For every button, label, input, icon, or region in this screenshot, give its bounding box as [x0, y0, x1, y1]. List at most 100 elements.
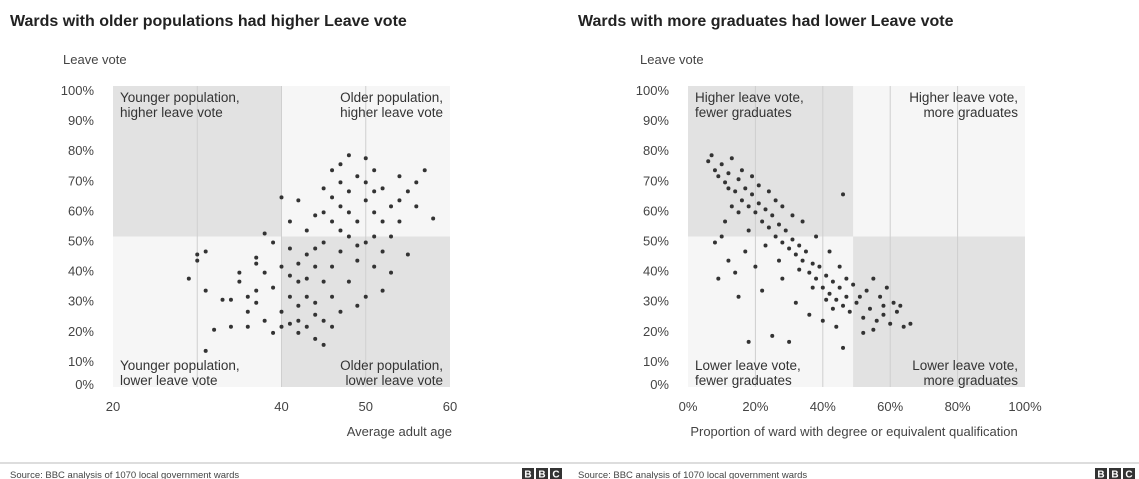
- data-point: [363, 198, 368, 203]
- bbc-logo: B B C: [522, 468, 562, 479]
- data-point: [355, 243, 360, 248]
- data-point: [797, 267, 802, 272]
- data-point: [313, 312, 318, 317]
- data-point: [814, 276, 819, 281]
- data-point: [304, 228, 309, 233]
- y-tick-label: 70%: [643, 173, 669, 188]
- data-point: [830, 279, 835, 284]
- data-point: [389, 270, 394, 275]
- data-point: [195, 252, 200, 257]
- quadrant-label: fewer graduates: [695, 105, 792, 120]
- data-point: [729, 204, 734, 209]
- data-point: [186, 276, 191, 281]
- data-point: [797, 243, 802, 248]
- data-point: [355, 174, 360, 179]
- plot-area: Younger population,higher leave voteOlde…: [61, 83, 457, 414]
- y-tick-label: 80%: [68, 143, 94, 158]
- data-point: [271, 240, 276, 245]
- data-point: [287, 219, 292, 224]
- data-point: [355, 258, 360, 263]
- data-point: [861, 315, 866, 320]
- data-point: [330, 324, 335, 329]
- x-tick-label: 40: [274, 399, 288, 414]
- source-note: Source: BBC analysis of 1070 local gover…: [578, 470, 807, 479]
- data-point: [372, 264, 377, 269]
- data-point: [228, 324, 233, 329]
- data-point: [803, 249, 808, 254]
- data-point: [279, 264, 284, 269]
- logo-letter: B: [538, 470, 545, 479]
- data-point: [338, 228, 343, 233]
- data-point: [254, 261, 259, 266]
- data-point: [380, 219, 385, 224]
- data-point: [330, 168, 335, 173]
- data-point: [878, 294, 883, 299]
- data-point: [783, 228, 788, 233]
- data-point: [397, 174, 402, 179]
- data-point: [262, 270, 267, 275]
- data-point: [228, 297, 233, 302]
- data-point: [355, 303, 360, 308]
- data-point: [739, 168, 744, 173]
- plot-area: Higher leave vote,fewer graduatesHigher …: [636, 83, 1042, 414]
- data-point: [330, 294, 335, 299]
- data-point: [733, 189, 738, 194]
- data-point: [867, 306, 872, 311]
- data-point: [389, 234, 394, 239]
- data-point: [380, 249, 385, 254]
- data-point: [363, 180, 368, 185]
- data-point: [330, 264, 335, 269]
- data-point: [313, 300, 318, 305]
- data-point: [304, 276, 309, 281]
- data-point: [296, 279, 301, 284]
- data-point: [837, 264, 842, 269]
- data-point: [346, 189, 351, 194]
- data-point: [891, 300, 896, 305]
- data-point: [363, 156, 368, 161]
- data-point: [321, 279, 326, 284]
- y-tick-label: 70%: [68, 173, 94, 188]
- quadrant-label: Older population,: [340, 90, 443, 105]
- data-point: [881, 303, 886, 308]
- data-point: [726, 171, 731, 176]
- data-point: [304, 294, 309, 299]
- data-point: [793, 252, 798, 257]
- data-point: [898, 303, 903, 308]
- data-point: [790, 237, 795, 242]
- data-point: [770, 213, 775, 218]
- data-point: [254, 255, 259, 260]
- data-point: [871, 327, 876, 332]
- data-point: [807, 270, 812, 275]
- data-point: [736, 177, 741, 182]
- data-point: [363, 294, 368, 299]
- data-point: [346, 210, 351, 215]
- quadrant-label: Younger population,: [120, 358, 240, 373]
- data-point: [346, 279, 351, 284]
- data-point: [719, 162, 724, 167]
- data-point: [726, 258, 731, 263]
- y-tick-label: 50%: [643, 234, 669, 249]
- data-point: [756, 201, 761, 206]
- data-point: [753, 210, 758, 215]
- source-note: Source: BBC analysis of 1070 local gover…: [10, 470, 239, 479]
- data-point: [793, 300, 798, 305]
- quadrant-label: Higher leave vote,: [909, 90, 1018, 105]
- data-point: [380, 186, 385, 191]
- data-point: [716, 276, 721, 281]
- data-point: [827, 291, 832, 296]
- data-point: [372, 168, 377, 173]
- data-point: [800, 258, 805, 263]
- y-axis-label: Leave vote: [63, 52, 127, 67]
- x-tick-label: 50: [359, 399, 373, 414]
- data-point: [338, 249, 343, 254]
- data-point: [756, 183, 761, 188]
- data-point: [237, 279, 242, 284]
- data-point: [321, 342, 326, 347]
- data-point: [844, 294, 849, 299]
- data-point: [279, 324, 284, 329]
- quadrant-label: more graduates: [923, 373, 1018, 388]
- data-point: [746, 204, 751, 209]
- data-point: [763, 207, 768, 212]
- data-point: [203, 288, 208, 293]
